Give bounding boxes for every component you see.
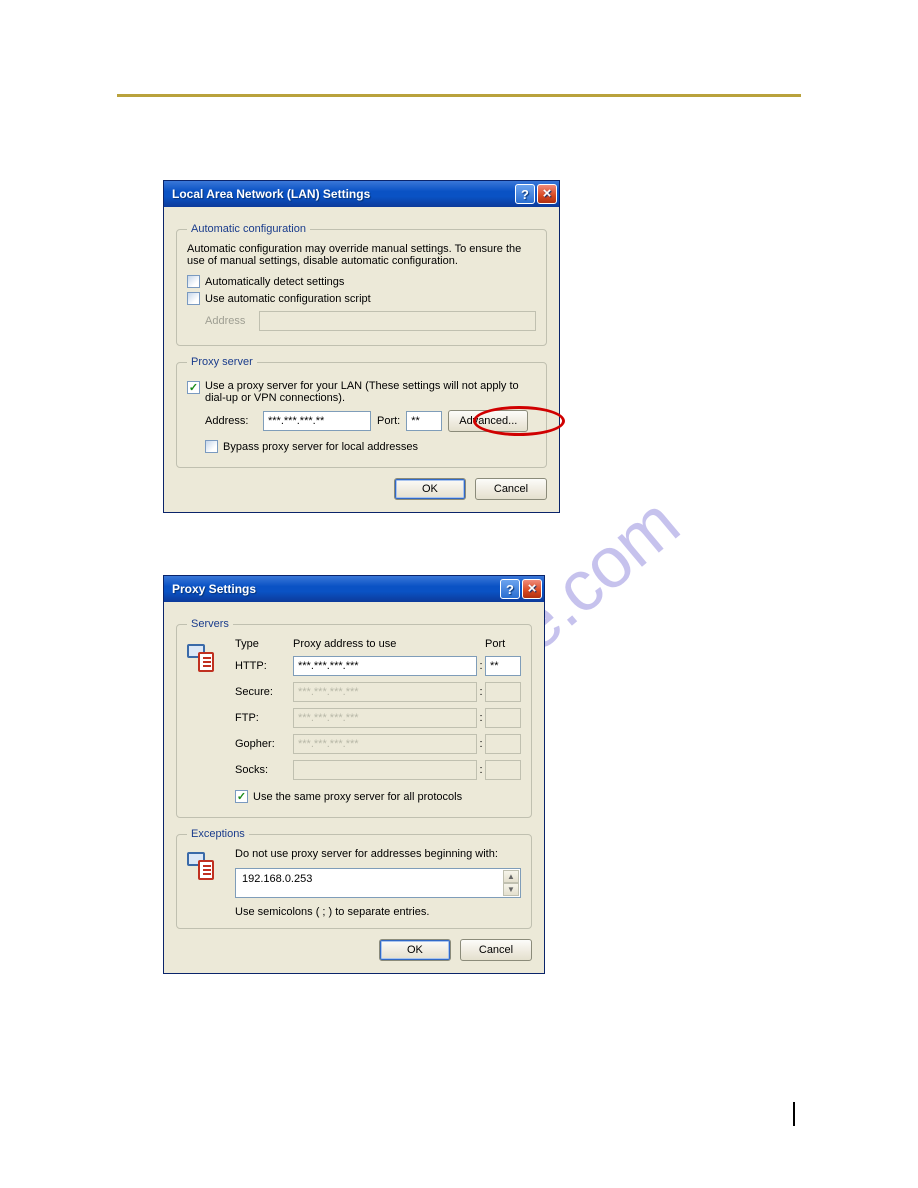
scroll-up-icon[interactable]: ▲ <box>503 870 519 883</box>
proxy-title: Proxy Settings <box>172 582 256 596</box>
auto-config-legend: Automatic configuration <box>187 223 310 235</box>
use-proxy-label: Use a proxy server for your LAN (These s… <box>205 380 536 404</box>
use-script-checkbox[interactable] <box>187 292 200 305</box>
advanced-button[interactable]: Advanced... <box>448 410 528 432</box>
lan-title: Local Area Network (LAN) Settings <box>172 187 370 201</box>
server-row-port-input <box>485 682 521 702</box>
auto-detect-checkbox[interactable] <box>187 275 200 288</box>
server-row-type: Secure: <box>235 686 293 698</box>
exceptions-group: Exceptions Do not use proxy server for a… <box>176 828 532 929</box>
server-row-address-input <box>293 734 477 754</box>
server-row-port-input <box>485 734 521 754</box>
same-proxy-checkbox[interactable] <box>235 790 248 803</box>
help-button[interactable]: ? <box>500 579 520 599</box>
type-header: Type <box>235 638 293 650</box>
port-header: Port <box>485 638 521 650</box>
script-address-label: Address <box>205 315 259 327</box>
servers-group: Servers Type Proxy address to use Port H… <box>176 618 532 818</box>
colon-separator: : <box>477 686 485 698</box>
script-address-input <box>259 311 536 331</box>
scroll-down-icon[interactable]: ▼ <box>503 883 519 896</box>
server-row-port-input <box>485 760 521 780</box>
use-proxy-checkbox[interactable] <box>187 381 200 394</box>
servers-legend: Servers <box>187 618 233 630</box>
server-row-type: Gopher: <box>235 738 293 750</box>
proxy-address-input[interactable] <box>263 411 371 431</box>
header-rule <box>117 94 801 97</box>
proxy-legend: Proxy server <box>187 356 257 368</box>
page-number <box>793 1102 801 1126</box>
help-button[interactable]: ? <box>515 184 535 204</box>
proxy-server-group: Proxy server Use a proxy server for your… <box>176 356 547 468</box>
server-row-address-input <box>293 760 477 780</box>
lan-settings-dialog: Local Area Network (LAN) Settings ? × Au… <box>163 180 560 513</box>
exceptions-value: 192.168.0.253 <box>242 873 312 885</box>
close-button[interactable]: × <box>537 184 557 204</box>
lan-titlebar[interactable]: Local Area Network (LAN) Settings ? × <box>164 181 559 207</box>
exceptions-icon <box>187 848 235 884</box>
server-row-port-input <box>485 708 521 728</box>
proxy-port-label: Port: <box>377 415 400 427</box>
colon-separator: : <box>477 738 485 750</box>
server-row-type: FTP: <box>235 712 293 724</box>
auto-config-desc: Automatic configuration may override man… <box>187 243 536 267</box>
colon-separator: : <box>477 764 485 776</box>
colon-separator: : <box>477 712 485 724</box>
ok-button[interactable]: OK <box>379 939 451 961</box>
server-row-address-input[interactable] <box>293 656 477 676</box>
server-row-port-input[interactable] <box>485 656 521 676</box>
close-button[interactable]: × <box>522 579 542 599</box>
cancel-button[interactable]: Cancel <box>475 478 547 500</box>
exceptions-hint: Use semicolons ( ; ) to separate entries… <box>235 906 521 918</box>
servers-icon <box>187 638 235 676</box>
use-script-label: Use automatic configuration script <box>205 293 371 305</box>
bypass-checkbox[interactable] <box>205 440 218 453</box>
colon-separator: : <box>477 660 485 672</box>
cancel-button[interactable]: Cancel <box>460 939 532 961</box>
same-proxy-label: Use the same proxy server for all protoc… <box>253 791 462 803</box>
server-row-address-input <box>293 682 477 702</box>
addr-header: Proxy address to use <box>293 638 477 650</box>
auto-config-group: Automatic configuration Automatic config… <box>176 223 547 346</box>
server-row-type: HTTP: <box>235 660 293 672</box>
proxy-titlebar[interactable]: Proxy Settings ? × <box>164 576 544 602</box>
bypass-label: Bypass proxy server for local addresses <box>223 441 418 453</box>
exceptions-desc: Do not use proxy server for addresses be… <box>235 848 521 860</box>
auto-detect-label: Automatically detect settings <box>205 276 344 288</box>
proxy-settings-dialog: Proxy Settings ? × Servers Type Proxy ad… <box>163 575 545 974</box>
exceptions-legend: Exceptions <box>187 828 249 840</box>
exceptions-input[interactable]: 192.168.0.253 ▲ ▼ <box>235 868 521 898</box>
server-row-type: Socks: <box>235 764 293 776</box>
server-row-address-input <box>293 708 477 728</box>
proxy-address-label: Address: <box>205 415 257 427</box>
scroll-stub[interactable]: ▲ ▼ <box>503 870 519 896</box>
proxy-port-input[interactable] <box>406 411 442 431</box>
ok-button[interactable]: OK <box>394 478 466 500</box>
